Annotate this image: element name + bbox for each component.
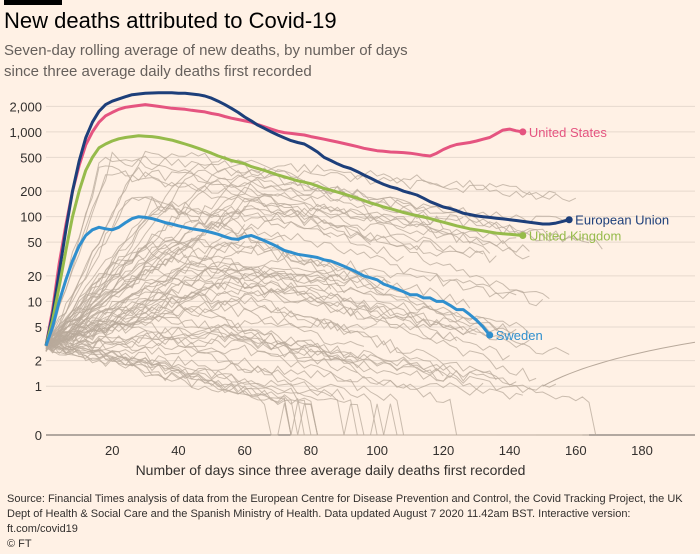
- series-end-dot: [519, 231, 527, 239]
- series-end-dot: [519, 128, 527, 136]
- x-tick-label: 60: [237, 443, 251, 458]
- background-country-line: [45, 334, 597, 436]
- background-country-line: [46, 344, 311, 436]
- copyright: © FT: [7, 538, 32, 550]
- series-label: Sweden: [496, 328, 543, 343]
- background-country-line: [45, 341, 497, 436]
- chart: 0 1 2 5 10 20 50 100 200 500 1,000 2,000 20 40 60 80 100…: [9, 91, 696, 478]
- background-country-line: [45, 196, 530, 351]
- y-tick-label: 500: [20, 150, 42, 165]
- background-country-line: [45, 328, 358, 374]
- y-tick-label: 0: [35, 428, 42, 443]
- series-end-dot: [565, 216, 573, 224]
- background-country-line: [45, 265, 497, 381]
- x-tick-label: 40: [171, 443, 185, 458]
- x-tick-label: 120: [432, 443, 454, 458]
- y-tick-label: 1,000: [9, 125, 42, 140]
- background-country-line: [45, 331, 405, 436]
- series-line-european-union: [44, 91, 570, 347]
- background-country-line: [45, 200, 484, 346]
- y-tick-label: 200: [20, 184, 42, 199]
- background-country-line: [45, 292, 451, 373]
- series-line-united-states: [44, 103, 524, 347]
- background-country-line: [45, 282, 510, 344]
- series-line-united-kingdom: [44, 134, 523, 347]
- y-tick-label: 50: [28, 235, 42, 250]
- background-country-line: [45, 170, 517, 350]
- y-tick-label: 2: [35, 354, 42, 369]
- background-country-line: [45, 169, 543, 343]
- x-tick-label: 20: [105, 443, 119, 458]
- series-label: United Kingdom: [529, 228, 622, 243]
- x-tick-label: 140: [499, 443, 521, 458]
- x-tick-label: 80: [304, 443, 318, 458]
- y-tick-label: 100: [20, 210, 42, 225]
- background-country-line: [45, 155, 577, 343]
- background-country-line: [45, 197, 404, 347]
- background-country-line: [45, 171, 444, 345]
- chart-subtitle: Seven-day rolling average of new deaths,…: [4, 42, 408, 80]
- y-tick-label: 1: [35, 379, 42, 394]
- background-country-line: [45, 254, 365, 342]
- background-country-line: [45, 294, 484, 436]
- x-tick-label: 160: [565, 443, 587, 458]
- background-country-line: [45, 196, 285, 348]
- series-label: European Union: [575, 213, 669, 228]
- brand-bar: [4, 0, 62, 5]
- background-country-line: [45, 340, 484, 390]
- background-country-line: [45, 180, 544, 348]
- background-country-line: [45, 343, 371, 436]
- x-tick-label: 100: [366, 443, 388, 458]
- background-country-line: [45, 205, 464, 349]
- background-country-line: [45, 208, 371, 343]
- background-country-line: [45, 186, 491, 352]
- background-country-line: [45, 292, 351, 349]
- background-country-line: [45, 244, 477, 352]
- background-country-line: [45, 336, 351, 355]
- series-label: United States: [529, 125, 608, 140]
- x-axis-label: Number of days since three average daily…: [136, 462, 526, 478]
- y-tick-label: 5: [35, 320, 42, 335]
- y-tick-label: 2,000: [9, 99, 42, 114]
- background-country-line: [45, 257, 517, 351]
- series-end-dot: [486, 331, 494, 339]
- x-tick-label: 180: [631, 443, 653, 458]
- background-country-line: [45, 303, 371, 370]
- background-country-line: [45, 197, 497, 346]
- background-country-line: [542, 341, 696, 387]
- background-country-line: [45, 241, 471, 349]
- background-country-line: [45, 316, 378, 351]
- series-line-sweden: [44, 215, 491, 347]
- source-note: Source: Financial Times analysis of data…: [7, 493, 683, 535]
- background-country-line: [45, 289, 365, 347]
- background-country-line: [45, 315, 444, 377]
- y-tick-label: 20: [28, 269, 42, 284]
- background-country-line: [45, 342, 345, 400]
- background-country-line: [45, 341, 523, 400]
- background-country-line: [45, 167, 444, 347]
- background-country-line: [45, 261, 530, 348]
- background-country-line: [45, 168, 530, 345]
- chart-title: New deaths attributed to Covid-19: [4, 8, 337, 33]
- y-tick-label: 10: [28, 294, 42, 309]
